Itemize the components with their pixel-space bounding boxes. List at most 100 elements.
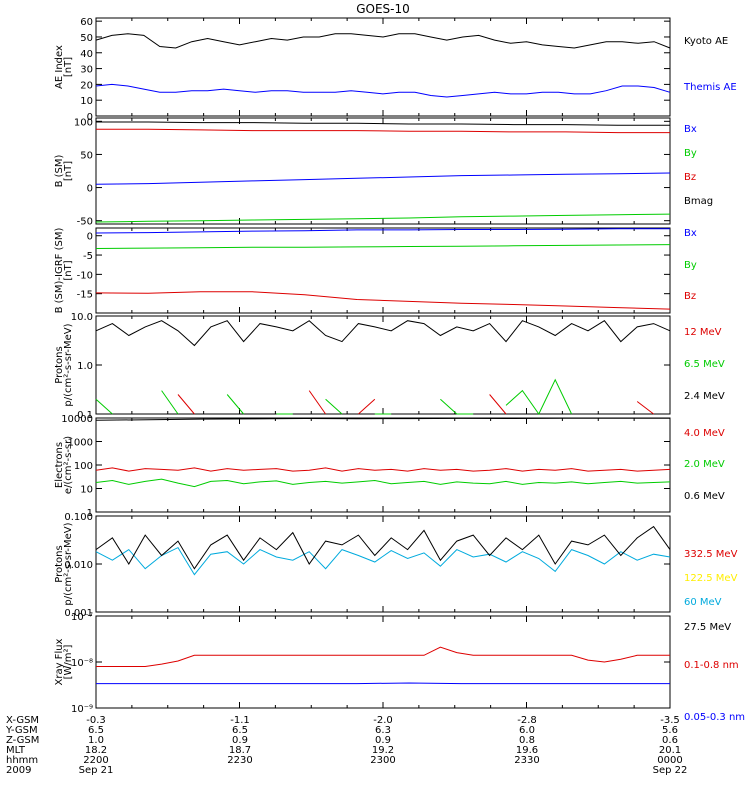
legend-entry: 12 MeV [684,327,722,338]
y-tick-label: -10 [77,270,93,281]
x-table-cell: 6.5 [232,725,248,736]
x-table-cell: 2200 [83,755,108,766]
x-table-cell: -3.5 [660,715,680,726]
x-table-cell: 0000 [657,755,682,766]
y-tick-label: 0 [87,232,93,243]
y-axis-label: [W/m²] [63,644,74,679]
x-table-cell: 0.6 [662,735,678,746]
x-table-cell: -0.3 [86,715,106,726]
y-tick-label: 0.010 [64,560,93,571]
series-line [177,390,654,415]
x-table-cell: 0.8 [519,735,535,746]
x-table-row-label: hhmm [6,755,38,766]
x-table-cell: Sep 22 [653,765,688,776]
series-line [95,417,671,421]
panel-bsm: -50 0 50 100 B (SM)[nT] Bx By Bz Bmag [54,117,713,227]
y-tick-label: 0 [87,184,93,195]
x-table-cell: 18.7 [229,745,251,756]
series-line [95,172,671,185]
x-table-cell: -2.0 [373,715,393,726]
y-tick-label: 0.100 [64,512,93,523]
legend-entry: 0.05-0.3 nm [684,712,745,723]
x-table-cell: 18.2 [85,745,107,756]
series-line [95,546,671,576]
x-table-cell: 1.0 [88,735,104,746]
y-tick-label: 50 [80,150,93,161]
y-axis-label: p/(cm²-s-sr-MeV) [63,522,74,605]
series-line [95,83,671,98]
x-table-cell: 6.0 [519,725,535,736]
y-tick-label: 10⁻⁸ [71,658,93,669]
y-axis-label: [nT] [63,260,74,280]
legend-entry: 4.0 MeV [684,428,725,439]
figure-title: GOES-10 [356,2,410,16]
series-line [95,378,573,415]
panel-bdiff: -15 -10 -5 0 B (SM)-IGRF (SM)[nT] Bx By Bz [54,227,697,314]
x-table-cell: 19.2 [372,745,394,756]
panel-frame [95,515,671,613]
legend-entry: By [684,260,697,271]
legend-entry: Bx [684,228,697,239]
x-table-row-label: MLT [6,745,26,756]
y-tick-label: 10000 [61,414,93,425]
x-table-cell: -2.8 [517,715,537,726]
series-line [95,478,671,488]
x-table-row-label: Z-GSM [6,735,39,746]
x-table-cell: 19.6 [516,745,538,756]
series-line [95,525,671,570]
y-tick-label: 1000 [68,438,93,449]
y-axis-label: AE Index [54,45,65,89]
y-tick-label: 50 [80,33,93,44]
x-table-cell: -1.1 [230,715,250,726]
y-tick-label: 10.0 [71,312,93,323]
legend-entry: 332.5 MeV [684,549,738,560]
y-axis-label: Electrons [54,442,65,488]
y-tick-label: 40 [80,49,93,60]
panel-ae: 0 10 20 30 40 50 60 AE Index[nT] Kyoto AE Themis … [54,17,737,123]
legend-entry: 122.5 MeV [684,573,738,584]
y-tick-label: 30 [80,65,93,76]
y-axis-label: e/(cm²-s-sr) [63,436,74,494]
y-axis-label: B (SM) [54,154,65,187]
x-table-cell: 6.5 [88,725,104,736]
x-table-cell: 2230 [227,755,252,766]
legend-entry: Kyoto AE [684,36,728,47]
panel-frame [95,417,671,513]
x-table-row-label: 2009 [6,765,31,776]
series-line [95,291,671,310]
y-tick-label: 20 [80,80,93,91]
x-table-row-label: X-GSM [6,715,39,726]
series-line [95,467,671,472]
series-line [96,128,670,134]
panel-xray: 10⁻⁹ 10⁻⁸ 10⁻⁷ Xray Flux[W/m²] 0.1-0.8 nm 0.0… [54,612,745,723]
y-axis-label: [nT] [63,57,74,77]
x-table-row-label: Y-GSM [5,725,38,736]
y-axis-label: Protons [54,346,65,383]
y-tick-label: 100 [74,461,93,472]
x-table-cell: 0.9 [232,735,248,746]
x-table-cell: 20.1 [659,745,681,756]
legend-entry: 0.6 MeV [684,491,725,502]
legend-entry: Bx [684,124,697,135]
legend-entry: By [684,148,697,159]
legend-entry: Bz [684,291,696,302]
panel-frame [95,615,671,709]
y-axis-label: [nT] [63,161,74,181]
y-tick-label: 1.0 [77,361,93,372]
series-line [95,33,671,49]
y-tick-label: 100 [74,117,93,128]
y-tick-label: -5 [83,251,93,262]
series-line [96,682,670,685]
legend-entry: 2.4 MeV [684,391,725,402]
y-tick-label: 10 [80,96,93,107]
legend-entry: Themis AE [683,82,737,93]
y-tick-label: 10 [80,485,93,496]
series-line [96,646,670,667]
series-line [96,121,670,126]
x-table-cell: 2330 [514,755,539,766]
